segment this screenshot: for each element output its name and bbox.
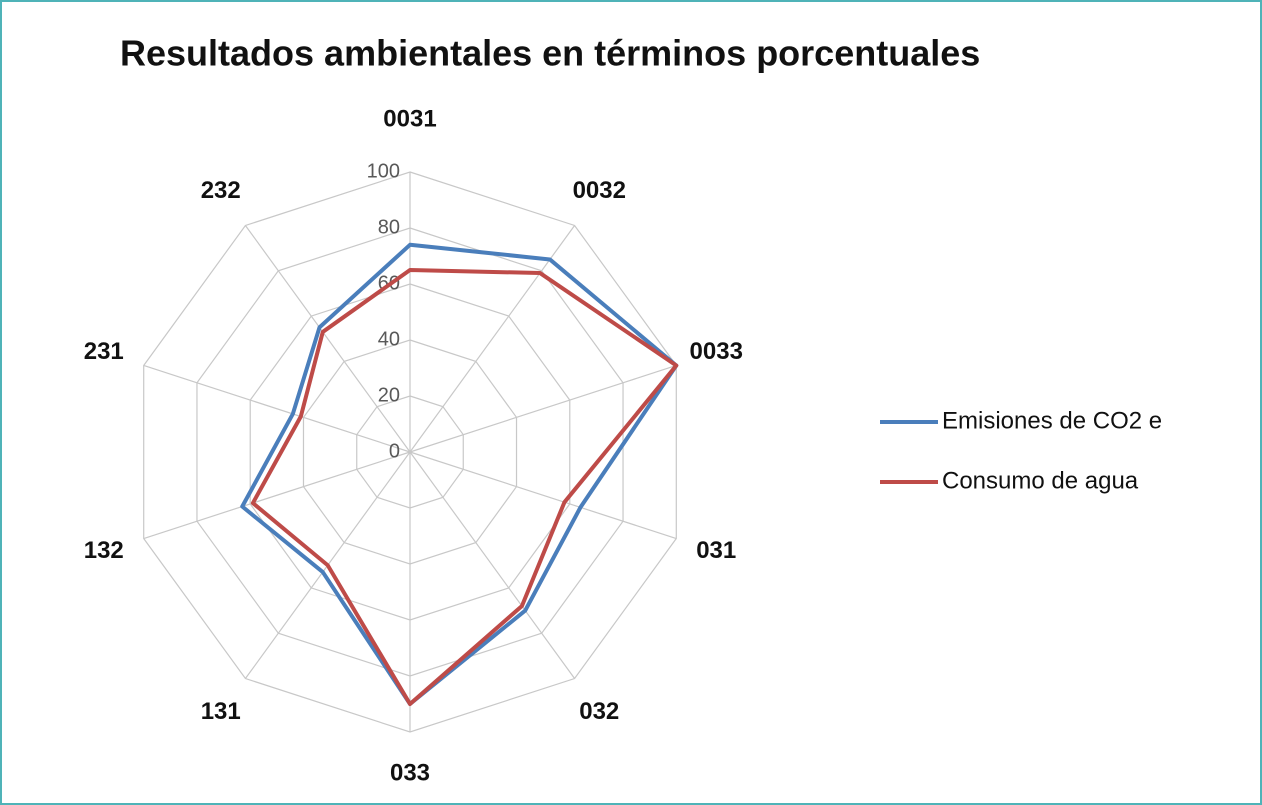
series-line [250,268,679,706]
category-label: 033 [390,759,430,786]
spoke [409,451,677,540]
spoke [143,451,411,540]
r-tick-label: 0 [389,440,400,462]
spoke [409,364,677,453]
category-label: 231 [84,338,124,365]
r-tick-label: 80 [378,216,400,238]
legend-label: Emisiones de CO2 e [942,407,1162,434]
r-tick-label: 20 [378,384,400,406]
category-label: 232 [201,177,241,204]
r-tick-label: 40 [378,328,400,350]
r-tick-label: 100 [367,160,400,182]
legend-label: Consumo de agua [942,467,1139,494]
chart-title: Resultados ambientales en términos porce… [120,33,980,74]
category-label: 132 [84,537,124,564]
spoke [244,225,411,453]
category-label: 0032 [573,177,626,204]
spoke [409,451,576,679]
category-label: 031 [696,537,736,564]
category-label: 032 [579,698,619,725]
spoke [143,364,411,453]
category-label: 0031 [383,105,436,132]
category-label: 131 [201,698,241,725]
category-label: 0033 [690,338,743,365]
spoke [409,225,576,453]
